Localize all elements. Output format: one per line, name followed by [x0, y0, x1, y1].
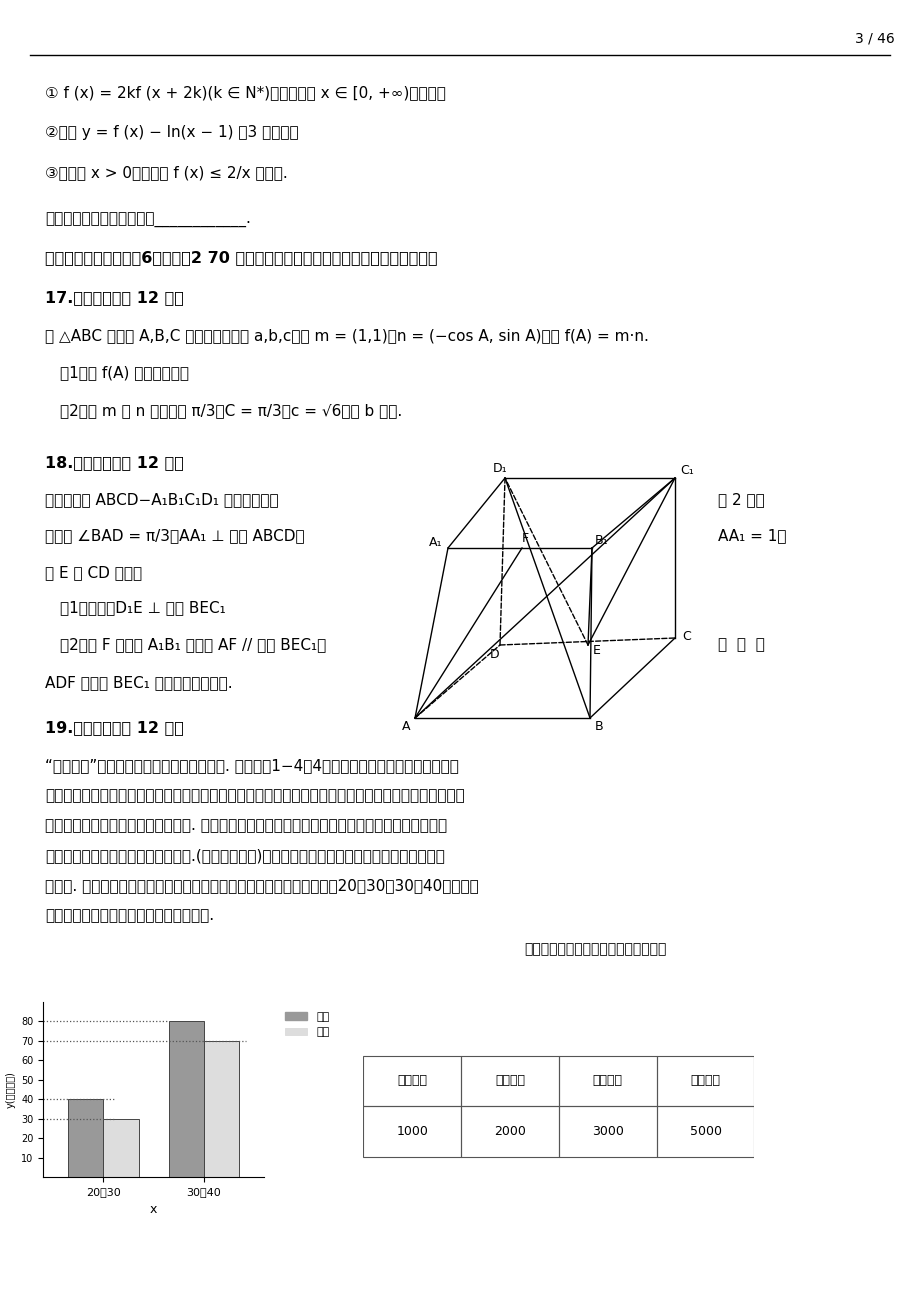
Text: ②函数 y = f (x) − ln(x − 1) 有3 个零点；: ②函数 y = f (x) − ln(x − 1) 有3 个零点； [45, 125, 299, 141]
Text: ③对任意 x > 0，不等式 f (x) ≤ 2/x 恒成立.: ③对任意 x > 0，不等式 f (x) ≤ 2/x 恒成立. [45, 165, 288, 180]
Text: 已知四棱柱 ABCD−A₁B₁C₁D₁ 的底面是边长: 已知四棱柱 ABCD−A₁B₁C₁D₁ 的底面是边长 [45, 492, 278, 507]
Text: 18.（本小题满分 12 分）: 18.（本小题满分 12 分） [45, 455, 184, 470]
Text: 铃会播放一段音乐（将一首经典流行歌曲以单音色旋律的方式演奏），选手需正确回答出这首歌的名字，: 铃会播放一段音乐（将一首经典流行歌曲以单音色旋律的方式演奏），选手需正确回答出这… [45, 788, 464, 803]
Text: D: D [490, 648, 499, 661]
Bar [204, 1041, 239, 1177]
X-axis label: x: x [150, 1202, 157, 1215]
Text: （1）求 f(A) 的取値范围；: （1）求 f(A) 的取値范围； [60, 366, 188, 380]
Text: B: B [594, 721, 603, 734]
Text: 19.（本小题满分 12 分）: 19.（本小题满分 12 分） [45, 719, 184, 735]
Bar [168, 1021, 204, 1177]
Text: F: F [521, 532, 528, 545]
Text: 为 2 的菱: 为 2 的菱 [717, 492, 764, 507]
Text: 岁），其猜对歌曲名称与否人数如图所示.: 岁），其猜对歌曲名称与否人数如图所示. [45, 908, 214, 922]
Bar [363, 1056, 460, 1106]
Text: C₁: C₁ [679, 464, 693, 477]
Text: 3 / 46: 3 / 46 [854, 33, 894, 46]
Text: （1）求证：D₁E ⊥ 平面 BEC₁: （1）求证：D₁E ⊥ 平面 BEC₁ [60, 600, 225, 615]
Y-axis label: y(单位：人): y(单位：人) [6, 1071, 16, 1108]
Text: 在 △ABC 中，角 A,B,C 所对的边分别为 a,b,c，设 m = (1,1)，n = (−cos A, sin A)，记 f(A) = m·n.: 在 △ABC 中，角 A,B,C 所对的边分别为 a,b,c，设 m = (1,… [45, 328, 648, 343]
Text: 则其中所有真命题的序号是____________.: 则其中所有真命题的序号是____________. [45, 213, 251, 228]
Text: （2）若 m 与 n 的夹角为 π/3，C = π/3，c = √6，求 b 的値.: （2）若 m 与 n 的夹角为 π/3，C = π/3，c = √6，求 b 的… [60, 403, 402, 418]
Text: 可继续挑战后面的门以获得更多奖金.(奖金金额累加)但是一旦回答错误，奖金将清零，选手也会离: 可继续挑战后面的门以获得更多奖金.(奖金金额累加)但是一旦回答错误，奖金将清零，… [45, 848, 445, 863]
Text: D₁: D₁ [493, 462, 506, 475]
Bar [460, 1056, 559, 1106]
Text: A: A [402, 721, 410, 734]
Text: 第四扇门: 第四扇门 [690, 1075, 720, 1088]
Text: 三、解答题：本大题关6小题，共2 70 分，解答应写出文字说明，证明过程或演算步骤: 三、解答题：本大题关6小题，共2 70 分，解答应写出文字说明，证明过程或演算步… [45, 250, 437, 265]
Text: “开门大吉”是某电视台推出的游戏益智节目. 选手面对1−4号4扇大门，依次按响门上的门铃，门: “开门大吉”是某电视台推出的游戏益智节目. 选手面对1−4号4扇大门，依次按响门… [45, 758, 459, 773]
Bar [460, 1106, 559, 1158]
Text: 开比赛. 在一次场外调查中，发现参加比赛的选手多数分为两个年龄段：20～30；30～40（单位：: 开比赛. 在一次场外调查中，发现参加比赛的选手多数分为两个年龄段：20～30；3… [45, 878, 478, 892]
Text: 3000: 3000 [591, 1125, 623, 1138]
Text: 形，且 ∠BAD = π/3，AA₁ ⊥ 平面 ABCD，: 形，且 ∠BAD = π/3，AA₁ ⊥ 平面 ABCD， [45, 528, 304, 543]
Text: B₁: B₁ [595, 535, 608, 548]
Text: 17.（本小题满分 12 分）: 17.（本小题满分 12 分） [45, 290, 184, 304]
Text: 2000: 2000 [494, 1125, 526, 1138]
Text: 求  平  面: 求 平 面 [717, 637, 764, 652]
Text: AA₁ = 1，: AA₁ = 1， [717, 528, 786, 543]
Bar [103, 1119, 139, 1177]
Legend: 正确, 错误: 正确, 错误 [280, 1007, 334, 1042]
Bar [559, 1106, 656, 1158]
Text: 1000: 1000 [396, 1125, 427, 1138]
Text: C: C [682, 630, 690, 643]
Text: A₁: A₁ [429, 536, 442, 549]
Text: E: E [593, 644, 600, 657]
Bar [559, 1056, 656, 1106]
Text: ADF 和平面 BEC₁ 所成锐角的余弦値.: ADF 和平面 BEC₁ 所成锐角的余弦値. [45, 675, 233, 690]
Text: 每扇门对应的梦想基金：（单位：元）: 每扇门对应的梦想基金：（单位：元） [523, 942, 665, 956]
Text: 5000: 5000 [688, 1125, 720, 1138]
Text: 设 E 为 CD 的中点: 设 E 为 CD 的中点 [45, 565, 142, 580]
Text: 第三扇门: 第三扇门 [592, 1075, 622, 1088]
Text: 第一扇门: 第一扇门 [397, 1075, 426, 1088]
Bar [656, 1106, 754, 1158]
Bar [656, 1056, 754, 1106]
Text: 第二扇门: 第二扇门 [494, 1075, 525, 1088]
Text: （2）点 F 在线段 A₁B₁ 上，且 AF // 平面 BEC₁，: （2）点 F 在线段 A₁B₁ 上，且 AF // 平面 BEC₁， [60, 637, 326, 652]
Text: ① f (x) = 2kf (x + 2k)(k ∈ N*)，对于一切 x ∈ [0, +∞)恒成立；: ① f (x) = 2kf (x + 2k)(k ∈ N*)，对于一切 x ∈ … [45, 85, 446, 100]
Text: 方可获得该扇门对应的家庭梦想基金. 正确回答每一扇门后，选手可自由选择带着奖金离开比赛，还: 方可获得该扇门对应的家庭梦想基金. 正确回答每一扇门后，选手可自由选择带着奖金离… [45, 818, 447, 833]
Bar [68, 1099, 103, 1177]
Bar [363, 1106, 460, 1158]
